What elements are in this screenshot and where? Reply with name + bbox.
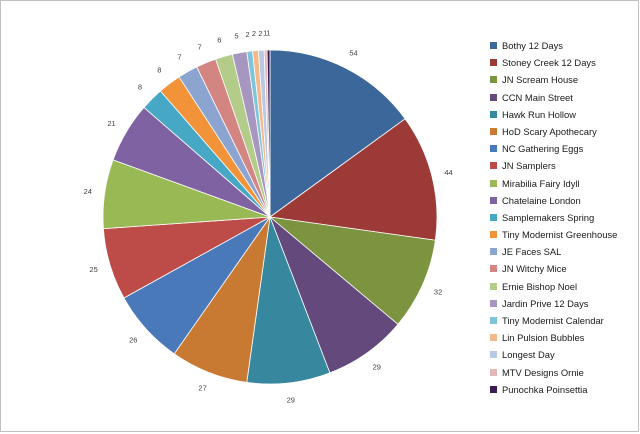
legend-label: Punochka Poinsettia xyxy=(502,383,588,395)
legend-swatch xyxy=(490,42,497,49)
legend-item-5: Hawk Run Hollow xyxy=(490,106,640,123)
legend-label: JN Scream House xyxy=(502,74,579,86)
legend-swatch xyxy=(490,76,497,84)
pie-slice-21 xyxy=(266,49,271,218)
legend-swatch xyxy=(490,162,497,170)
legend-item-18: Lin Pulsion Bubbles xyxy=(490,329,640,346)
legend-item-6: HoD Scary Apothecary xyxy=(490,123,640,140)
legend-label: Jardin Prive 12 Days xyxy=(502,297,589,309)
legend-item-21: Punochka Poinsettia xyxy=(490,381,640,398)
legend-label: Mirabilia Fairy Idyll xyxy=(502,177,580,189)
legend-item-20: MTV Designs Ornie xyxy=(490,364,640,381)
legend-label: Lin Pulsion Bubbles xyxy=(502,332,585,344)
legend-label: Samplemakers Spring xyxy=(502,211,595,223)
legend-swatch xyxy=(490,196,497,204)
data-label-7: 26 xyxy=(129,336,137,345)
legend-swatch xyxy=(490,179,497,187)
legend-swatch xyxy=(490,231,497,239)
legend-label: CCN Main Street xyxy=(502,91,573,103)
legend-item-10: Chatelaine London xyxy=(490,192,640,209)
data-label-21: 1 xyxy=(266,29,270,38)
data-label-8: 25 xyxy=(89,265,97,274)
pie-slice-1 xyxy=(269,49,406,218)
legend-label: Ernie Bishop Noel xyxy=(502,280,578,292)
legend-swatch xyxy=(490,299,497,307)
legend-swatch xyxy=(490,385,497,393)
legend-swatch xyxy=(490,59,497,67)
legend: Bothy 12 Days Stoney Creek 12 Days JN Scre… xyxy=(490,37,640,398)
data-label-1: 54 xyxy=(349,49,357,58)
legend-item-15: Ernie Bishop Noel xyxy=(490,278,640,295)
legend-label: HoD Scary Apothecary xyxy=(502,125,597,137)
legend-swatch xyxy=(490,145,497,153)
data-label-9: 24 xyxy=(84,187,92,196)
data-label-16: 5 xyxy=(234,32,238,41)
data-label-15: 6 xyxy=(217,36,221,45)
legend-item-8: JN Samplers xyxy=(490,157,640,174)
legend-item-19: Longest Day xyxy=(490,346,640,363)
data-label-4: 29 xyxy=(373,362,381,371)
legend-swatch xyxy=(490,110,497,118)
legend-item-11: Samplemakers Spring xyxy=(490,209,640,226)
data-label-20: 1 xyxy=(263,29,267,38)
legend-swatch xyxy=(490,93,497,101)
legend-swatch xyxy=(490,248,497,256)
legend-item-4: CCN Main Street xyxy=(490,89,640,106)
data-label-12: 8 xyxy=(157,66,161,75)
data-label-2: 44 xyxy=(444,168,452,177)
data-label-18: 2 xyxy=(252,29,256,38)
legend-swatch xyxy=(490,127,497,135)
legend-label: Hawk Run Hollow xyxy=(502,108,576,120)
legend-item-3: JN Scream House xyxy=(490,71,640,88)
legend-label: JN Witchy Mice xyxy=(502,263,567,275)
legend-item-2: Stoney Creek 12 Days xyxy=(490,54,640,71)
legend-label: JE Faces SAL xyxy=(502,246,562,258)
data-label-5: 29 xyxy=(287,395,295,404)
data-label-3: 32 xyxy=(434,287,442,296)
legend-label: Stoney Creek 12 Days xyxy=(502,57,596,69)
legend-label: Tiny Modernist Calendar xyxy=(502,315,604,326)
pie-slice-3 xyxy=(268,216,436,325)
legend-swatch xyxy=(490,351,497,359)
legend-label: Bothy 12 Days xyxy=(502,40,563,51)
legend-label: Longest Day xyxy=(502,349,555,361)
legend-label: Tiny Modernist Greenhouse xyxy=(502,229,618,241)
legend-label: NC Gathering Eggs xyxy=(502,143,584,155)
pie-slices xyxy=(102,49,438,385)
legend-item-12: Tiny Modernist Greenhouse xyxy=(490,226,640,243)
legend-item-17: Tiny Modernist Calendar xyxy=(490,312,640,329)
legend-item-16: Jardin Prive 12 Days xyxy=(490,295,640,312)
data-label-11: 8 xyxy=(138,82,142,91)
data-label-13: 7 xyxy=(177,52,181,61)
legend-item-9: Mirabilia Fairy Idyll xyxy=(490,175,640,192)
legend-swatch xyxy=(490,317,497,324)
data-label-6: 27 xyxy=(198,384,206,393)
pie-slice-2 xyxy=(268,118,438,241)
legend-swatch xyxy=(490,213,497,221)
legend-item-7: NC Gathering Eggs xyxy=(490,140,640,157)
legend-item-13: JE Faces SAL xyxy=(490,243,640,260)
data-label-19: 2 xyxy=(258,29,262,38)
legend-swatch xyxy=(490,368,497,376)
legend-item-14: JN Witchy Mice xyxy=(490,260,640,277)
data-label-10: 21 xyxy=(107,119,115,128)
data-label-14: 7 xyxy=(198,43,202,52)
legend-label: JN Samplers xyxy=(502,160,556,172)
legend-label: Chatelaine London xyxy=(502,194,581,206)
data-label-17: 2 xyxy=(246,30,250,39)
legend-swatch xyxy=(490,265,497,273)
legend-swatch xyxy=(490,282,497,290)
legend-label: MTV Designs Ornie xyxy=(502,366,584,378)
legend-swatch xyxy=(490,334,497,342)
legend-item-1: Bothy 12 Days xyxy=(490,37,640,54)
